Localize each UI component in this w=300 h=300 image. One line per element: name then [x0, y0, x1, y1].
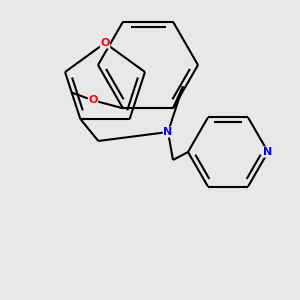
Text: N: N: [164, 127, 172, 137]
Text: O: O: [88, 95, 98, 105]
Text: N: N: [263, 147, 273, 157]
Text: O: O: [100, 38, 110, 48]
